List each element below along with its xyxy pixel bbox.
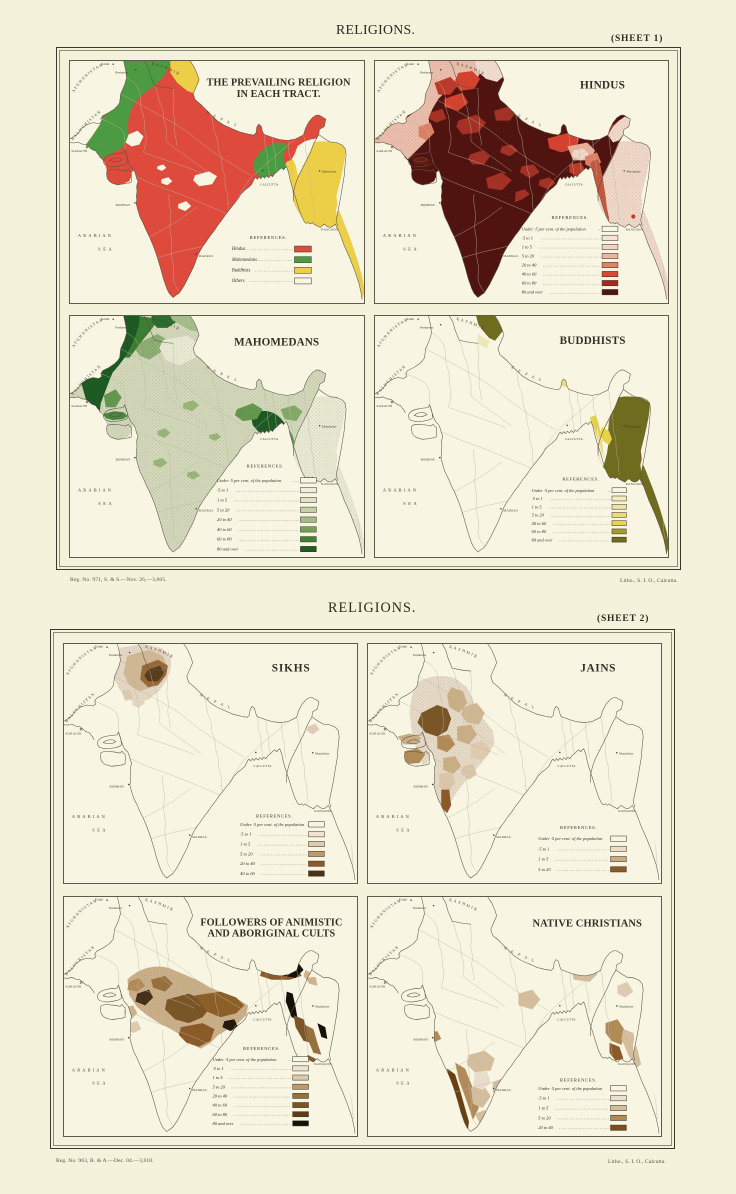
- svg-text:REFERENCES.: REFERENCES.: [243, 1045, 280, 1050]
- svg-text:40 to 60: 40 to 60: [531, 520, 546, 525]
- svg-text:REFERENCES.: REFERENCES.: [562, 476, 599, 481]
- svg-text:60 to 80: 60 to 80: [531, 529, 546, 534]
- svg-text:·5 to 1: ·5 to 1: [212, 1065, 223, 1070]
- svg-text:NATIVE CHRISTIANS: NATIVE CHRISTIANS: [533, 918, 643, 929]
- svg-text:5 to 20: 5 to 20: [217, 507, 230, 512]
- svg-text:Under ·5 per cent. of the popu: Under ·5 per cent. of the population: [538, 1085, 603, 1090]
- svg-text:40 to 60: 40 to 60: [521, 272, 536, 277]
- svg-text:80 and over: 80 and over: [521, 290, 543, 295]
- svg-text:Under ·5 per cent. of the popu: Under ·5 per cent. of the population: [217, 477, 282, 482]
- svg-text:REFERENCES.: REFERENCES.: [250, 235, 287, 240]
- svg-text:HINDUS: HINDUS: [580, 79, 625, 91]
- svg-text:REFERENCES.: REFERENCES.: [256, 814, 293, 819]
- svg-text:1 to 5: 1 to 5: [538, 857, 549, 862]
- svg-text:JAINS: JAINS: [580, 663, 616, 675]
- svg-text:5 to 20: 5 to 20: [521, 253, 534, 258]
- svg-text:80 and over: 80 and over: [217, 546, 239, 551]
- svg-text:Hindus: Hindus: [231, 247, 246, 252]
- svg-text:20 to 40: 20 to 40: [212, 1093, 227, 1098]
- svg-text:5 to 20: 5 to 20: [538, 1115, 551, 1120]
- svg-text:40 to 60: 40 to 60: [212, 1102, 227, 1107]
- svg-text:5 to 20: 5 to 20: [240, 851, 253, 856]
- svg-text:·5 to 1: ·5 to 1: [217, 487, 228, 492]
- svg-text:REFERENCES.: REFERENCES.: [560, 1077, 597, 1082]
- svg-text:20 to 40: 20 to 40: [521, 263, 536, 268]
- svg-text:40 to 60: 40 to 60: [217, 526, 232, 531]
- svg-text:BUDDHISTS: BUDDHISTS: [559, 335, 625, 347]
- svg-text:·5 to 1: ·5 to 1: [240, 832, 251, 837]
- svg-text:60 to 80: 60 to 80: [212, 1111, 227, 1116]
- svg-text:THE PREVAILING RELIGION: THE PREVAILING RELIGION: [207, 78, 351, 89]
- svg-text:5 to 20: 5 to 20: [212, 1084, 225, 1089]
- svg-text:AND ABORIGINAL CULTS: AND ABORIGINAL CULTS: [208, 928, 336, 939]
- svg-text:1 to 5: 1 to 5: [217, 497, 228, 502]
- svg-text:REFERENCES.: REFERENCES.: [247, 463, 284, 468]
- svg-text:5 to 20: 5 to 20: [531, 512, 544, 517]
- svg-text:Under ·5 per cent. of the popu: Under ·5 per cent. of the population: [212, 1056, 277, 1061]
- svg-text:Others: Others: [232, 279, 245, 284]
- svg-text:20 to 40: 20 to 40: [538, 1125, 553, 1130]
- svg-text:1 to 5: 1 to 5: [531, 504, 542, 509]
- svg-text:1 to 5: 1 to 5: [240, 842, 251, 847]
- svg-text:Buddhists: Buddhists: [232, 268, 251, 273]
- svg-text:Under ·5 per cent. of the popu: Under ·5 per cent. of the population: [240, 822, 305, 827]
- svg-text:FOLLOWERS OF ANIMISTIC: FOLLOWERS OF ANIMISTIC: [200, 917, 342, 928]
- svg-text:Under ·5 per cent. of the popu: Under ·5 per cent. of the population: [538, 836, 603, 841]
- svg-text:Under ·5 per cent. of the popu: Under ·5 per cent. of the population: [531, 487, 594, 492]
- svg-text:REFERENCES.: REFERENCES.: [551, 215, 588, 220]
- svg-text:REFERENCES.: REFERENCES.: [560, 825, 597, 830]
- svg-text:1 to 5: 1 to 5: [212, 1075, 223, 1080]
- svg-text:80 and over: 80 and over: [531, 537, 552, 542]
- svg-text:MAHOMEDANS: MAHOMEDANS: [234, 336, 319, 348]
- svg-text:·5 to 1: ·5 to 1: [538, 1095, 549, 1100]
- svg-text:IN EACH TRACT.: IN EACH TRACT.: [237, 89, 321, 100]
- svg-text:SIKHS: SIKHS: [272, 663, 311, 675]
- svg-text:60 to 80: 60 to 80: [217, 536, 232, 541]
- svg-text:40 to 60: 40 to 60: [240, 871, 255, 876]
- svg-text:Mahomedans: Mahomedans: [231, 258, 257, 263]
- svg-text:20 to 40: 20 to 40: [217, 517, 232, 522]
- svg-text:60 to 80: 60 to 80: [521, 281, 536, 286]
- svg-text:·5 to 1: ·5 to 1: [531, 496, 542, 501]
- svg-text:·5 to 1: ·5 to 1: [521, 235, 532, 240]
- svg-text:1 to 5: 1 to 5: [521, 244, 532, 249]
- svg-text:·5 to 1: ·5 to 1: [538, 846, 549, 851]
- svg-text:Under ·5 per cent. of the popu: Under ·5 per cent. of the population: [521, 226, 586, 231]
- svg-text:20 to 40: 20 to 40: [240, 861, 255, 866]
- svg-text:5 to 20: 5 to 20: [538, 867, 551, 872]
- svg-text:80 and over: 80 and over: [212, 1120, 234, 1125]
- svg-text:1 to 5: 1 to 5: [538, 1105, 549, 1110]
